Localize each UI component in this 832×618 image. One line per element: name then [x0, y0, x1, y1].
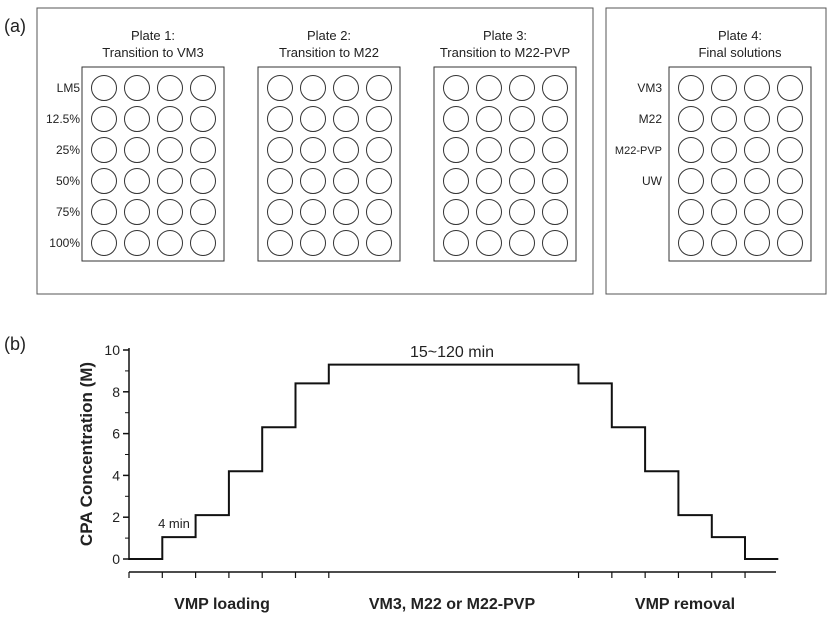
y-tick-label: 0 — [112, 551, 120, 567]
phase-label-loading: VMP loading — [174, 596, 270, 613]
cpa-chart: CPA Concentration (M) 15~120 min 4 min V… — [77, 342, 778, 613]
plate-4: Plate 4: Final solutions VM3 M22 M22-PVP UW — [615, 28, 811, 261]
step-duration-label: 4 min — [158, 516, 190, 531]
row-label: UW — [642, 174, 663, 188]
y-tick-label: 2 — [112, 509, 120, 525]
plate-title-line1: Plate 1: — [131, 28, 175, 43]
plate-2: Plate 2: Transition to M22 — [258, 28, 400, 261]
plate-frame — [669, 67, 811, 261]
panel-a-label: (a) — [4, 16, 26, 36]
phase-label-plateau: VM3, M22 or M22-PVP — [369, 596, 536, 613]
row-label: VM3 — [637, 81, 662, 95]
plate-title-line2: Transition to VM3 — [102, 45, 203, 60]
plate-frame — [82, 67, 224, 261]
y-axis-label: CPA Concentration (M) — [77, 362, 96, 546]
concentration-step-line — [129, 365, 778, 559]
plate-3: Plate 3: Transition to M22-PVP — [434, 28, 576, 261]
row-label: LM5 — [57, 81, 81, 95]
y-tick-label: 6 — [112, 426, 120, 442]
plate-title-line2: Transition to M22-PVP — [440, 45, 570, 60]
plate-frame — [434, 67, 576, 261]
panel-b-label: (b) — [4, 334, 26, 354]
plateau-label: 15~120 min — [410, 344, 494, 361]
plate-title-line1: Plate 2: — [307, 28, 351, 43]
plate-title-line1: Plate 4: — [718, 28, 762, 43]
row-label: 50% — [56, 174, 80, 188]
plate-frame — [258, 67, 400, 261]
y-tick-label: 10 — [104, 342, 120, 358]
y-tick-label: 8 — [112, 384, 120, 400]
row-label: 75% — [56, 205, 80, 219]
y-tick-label: 4 — [112, 467, 120, 483]
plate-1: Plate 1: Transition to VM3 LM5 12.5% 25% 50% 7… — [46, 28, 224, 261]
row-label: 12.5% — [46, 112, 80, 126]
plate-title-line2: Final solutions — [698, 45, 782, 60]
row-label: M22 — [639, 112, 663, 126]
plate-title-line1: Plate 3: — [483, 28, 527, 43]
plates-group: Plate 1: Transition to VM3 LM5 12.5% 25% 50% 7… — [46, 28, 811, 261]
row-label: M22-PVP — [615, 145, 662, 157]
row-label: 25% — [56, 143, 80, 157]
row-label: 100% — [49, 236, 80, 250]
plate-title-line2: Transition to M22 — [279, 45, 379, 60]
phase-label-removal: VMP removal — [635, 596, 735, 613]
